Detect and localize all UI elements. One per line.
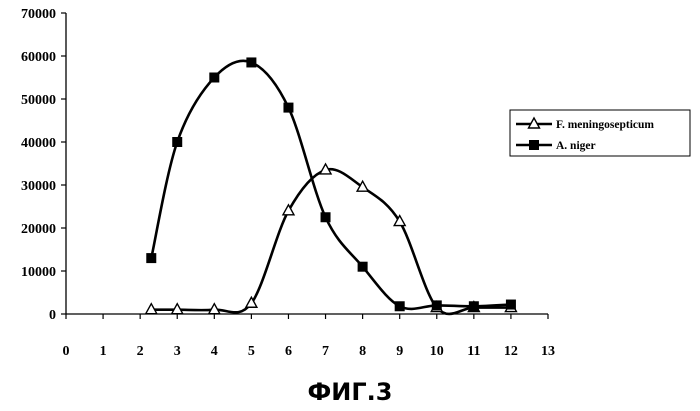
- series-layer: [146, 57, 517, 313]
- y-tick-label: 70000: [21, 7, 56, 22]
- x-tick-label: 6: [285, 344, 292, 359]
- data-point: [283, 103, 293, 113]
- data-point: [146, 253, 156, 263]
- series-a-niger: [146, 57, 516, 311]
- x-tick-label: 11: [467, 344, 480, 359]
- data-point: [506, 300, 516, 310]
- y-tick-label: 0: [49, 308, 56, 323]
- y-tick-label: 40000: [21, 136, 56, 151]
- data-point: [321, 212, 331, 222]
- y-tick-label: 30000: [21, 179, 56, 194]
- x-axis: 012345678910111213: [63, 314, 556, 359]
- x-tick-label: 7: [322, 344, 329, 359]
- x-tick-label: 4: [211, 344, 218, 359]
- x-tick-label: 3: [174, 344, 181, 359]
- series-f-meningosepticum: [146, 164, 517, 314]
- x-tick-label: 5: [248, 344, 255, 359]
- data-point: [209, 73, 219, 83]
- x-tick-label: 2: [137, 344, 144, 359]
- data-point: [246, 57, 256, 67]
- y-ticks: 0 10000 20000 30000 40000 50000 60000 70000: [21, 7, 66, 323]
- x-tick-label: 10: [430, 344, 444, 359]
- y-tick-label: 20000: [21, 222, 56, 237]
- legend-label: F. meningosepticum: [556, 119, 654, 131]
- data-point: [432, 300, 442, 310]
- x-tick-label: 1: [100, 344, 107, 359]
- series-line: [151, 169, 511, 314]
- x-tick-label: 12: [504, 344, 518, 359]
- legend-label: A. niger: [556, 140, 596, 152]
- legend-marker: [529, 140, 539, 150]
- y-tick-label: 60000: [21, 50, 56, 65]
- y-tick-label: 50000: [21, 93, 56, 108]
- legend: F. meningosepticum A. niger: [510, 110, 690, 156]
- x-tick-label: 13: [541, 344, 555, 359]
- x-tick-label: 0: [63, 344, 70, 359]
- figure-caption: ФИГ.3: [308, 378, 393, 406]
- data-point: [395, 301, 405, 311]
- series-line: [151, 61, 511, 309]
- data-point: [469, 301, 479, 311]
- data-point: [172, 137, 182, 147]
- data-point: [357, 181, 368, 191]
- y-axis: 0 10000 20000 30000 40000 50000 60000 70000: [21, 7, 66, 323]
- y-tick-label: 10000: [21, 265, 56, 280]
- x-tick-label: 8: [359, 344, 366, 359]
- x-tick-label: 9: [396, 344, 403, 359]
- x-ticks: 012345678910111213: [63, 314, 556, 359]
- data-point: [358, 262, 368, 272]
